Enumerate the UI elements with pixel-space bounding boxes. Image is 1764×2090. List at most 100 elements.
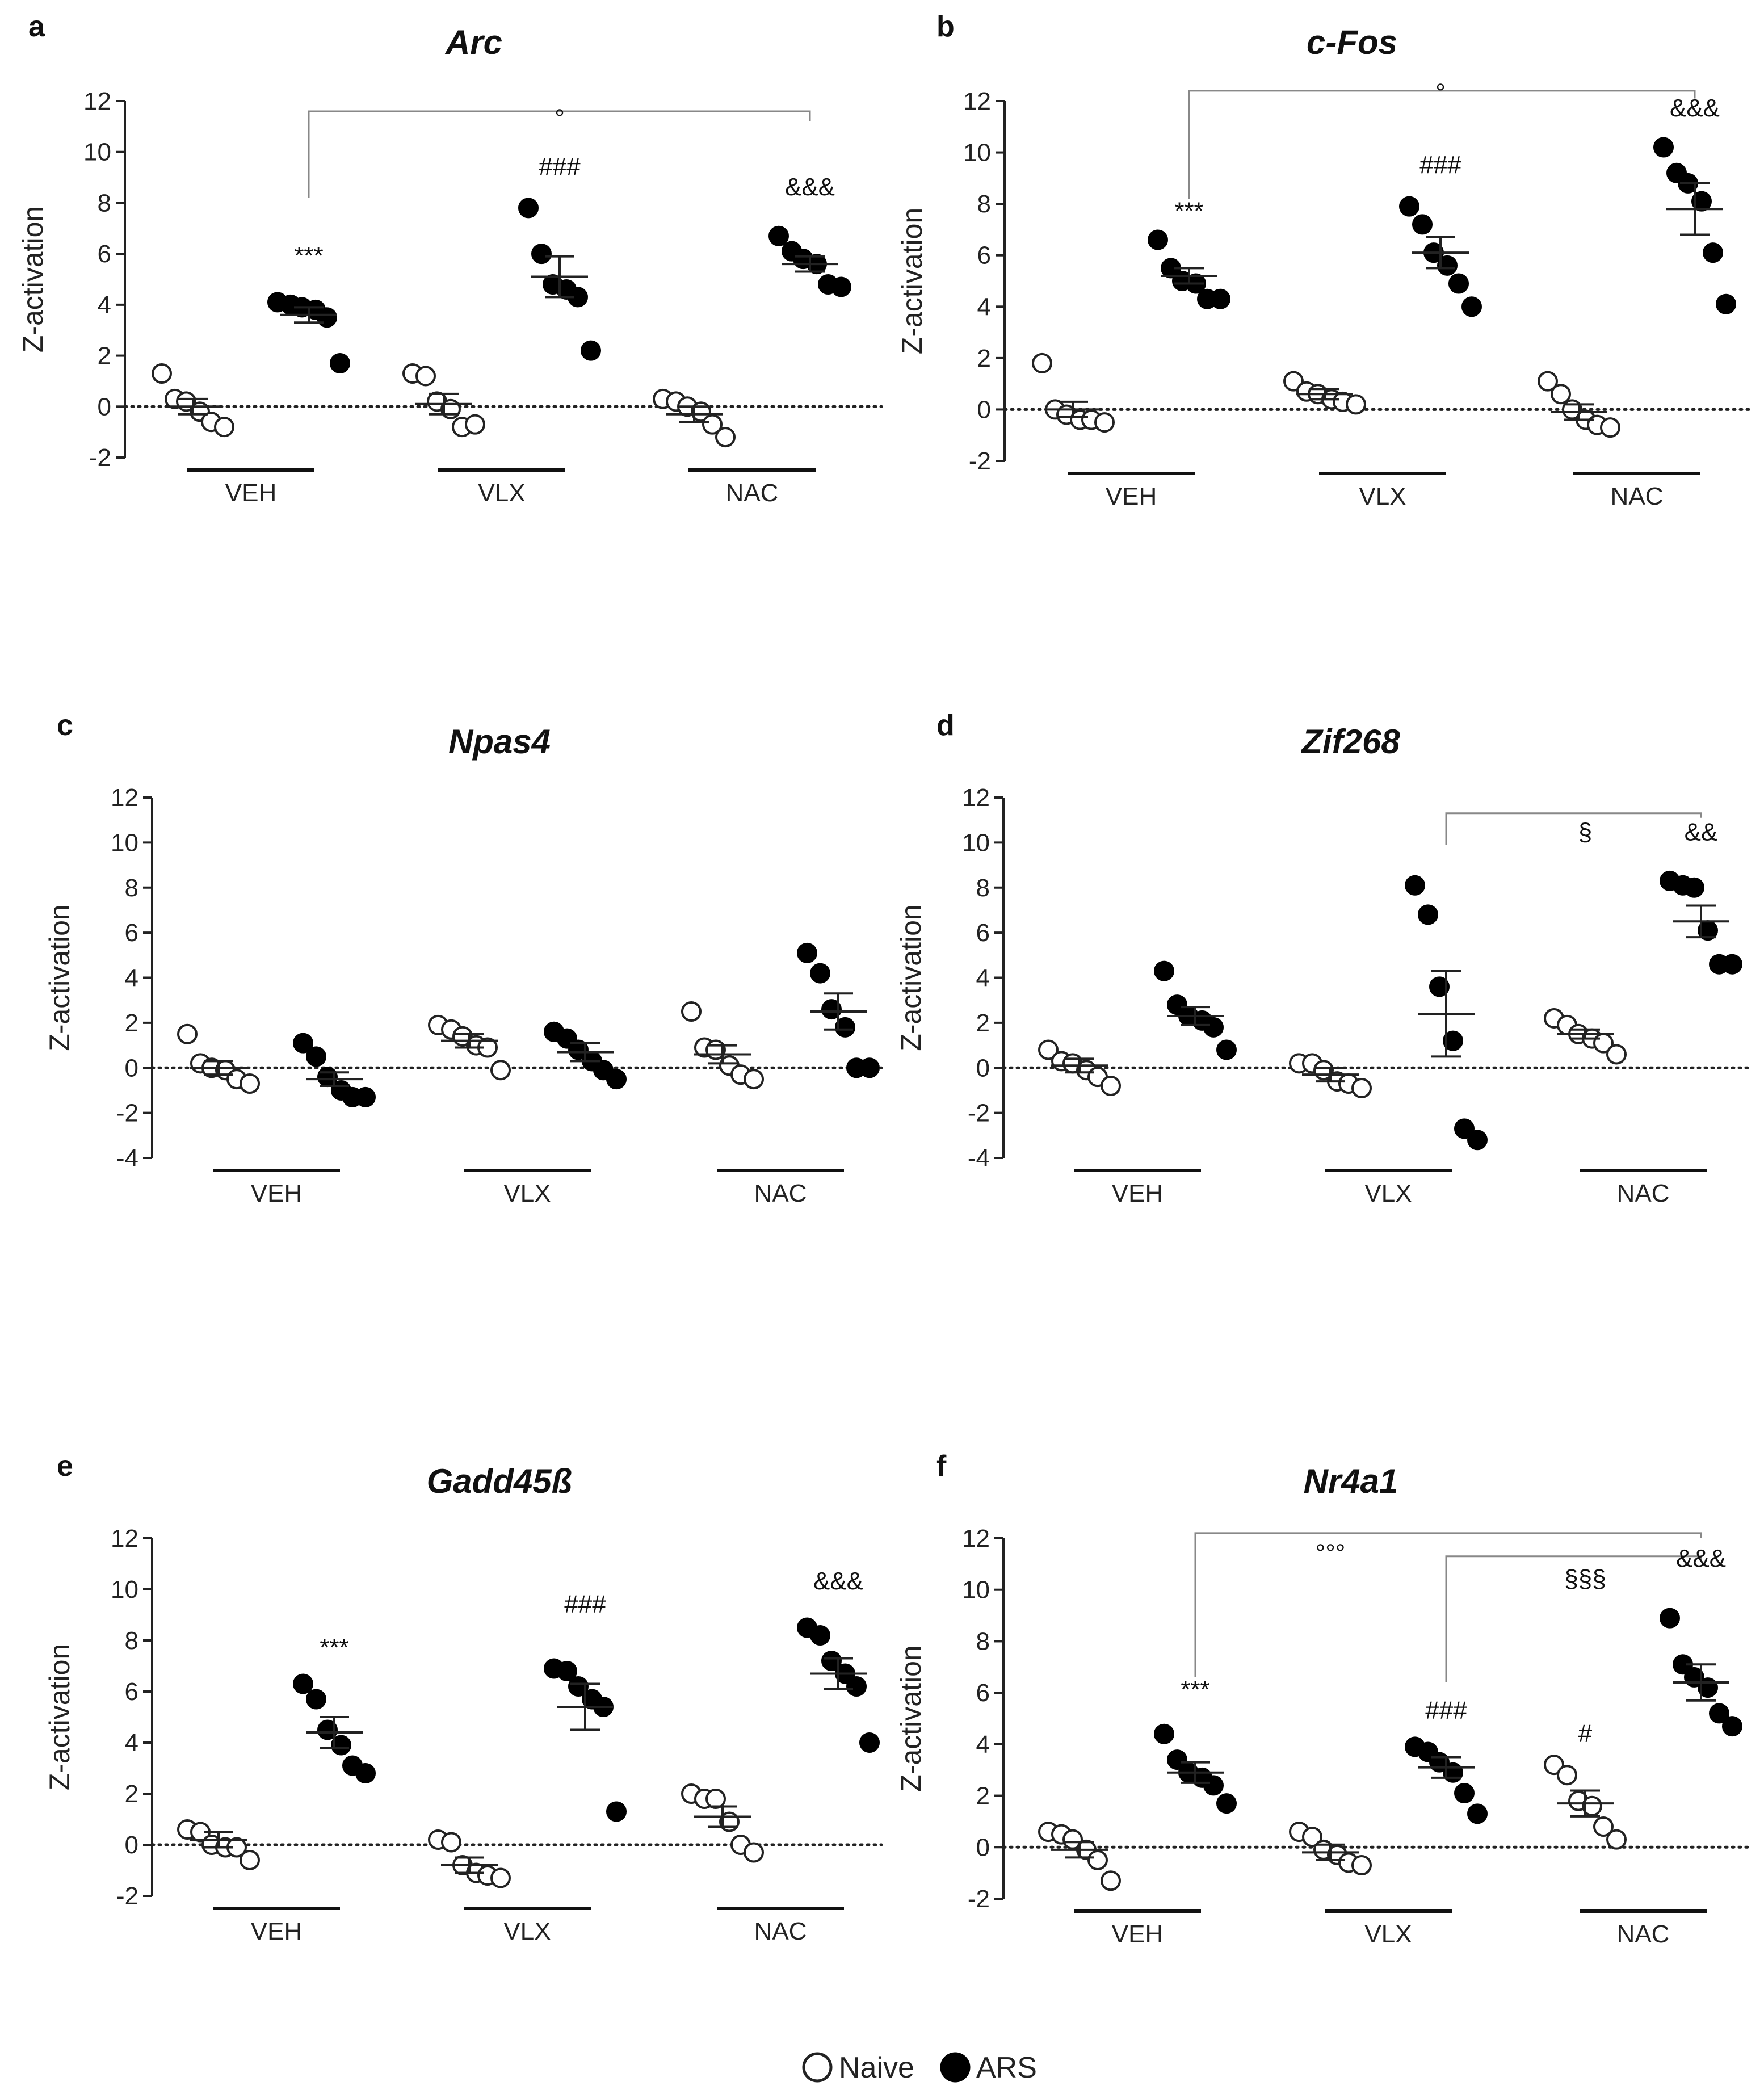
y-axis-label: Z-activation: [44, 904, 75, 1051]
group-label: VEH: [1112, 1920, 1163, 1948]
naive-data-point: [240, 1073, 260, 1094]
chart-title: Nr4a1: [1304, 1462, 1398, 1500]
y-axis-label: Z-activation: [44, 1644, 75, 1790]
ars-data-point: [846, 1676, 867, 1697]
panel-a: a Arc Z-activation -2 0 2 4 6 8 10 12 VEH VLX NAC *** #…: [17, 10, 883, 507]
significance-annotation: &&&: [1670, 94, 1720, 122]
ars-data-point: [1203, 1017, 1224, 1038]
ars-data-point: [768, 225, 789, 246]
y-tick-label: 8: [125, 1627, 138, 1655]
ars-data-point: [1148, 229, 1168, 250]
y-tick-label: 0: [125, 1831, 138, 1859]
chart-title: Npas4: [448, 723, 551, 761]
ars-data-point: [1154, 960, 1174, 981]
naive-data-point: [1087, 1849, 1108, 1870]
y-tick-label: 6: [125, 1678, 138, 1706]
ars-data-point: [293, 1033, 313, 1054]
ars-data-point: [1203, 1775, 1224, 1796]
group-label: NAC: [1617, 1180, 1670, 1207]
ars-data-point: [1216, 1039, 1237, 1060]
group-label: NAC: [1611, 482, 1664, 510]
significance-annotation: &&&: [813, 1567, 863, 1595]
ars-data-point: [1167, 1749, 1187, 1770]
naive-data-point: [1551, 384, 1571, 405]
y-tick-label: 0: [98, 393, 111, 421]
y-tick-label: 0: [977, 396, 991, 423]
legend-ars-marker: [940, 2052, 971, 2083]
significance-annotation: ***: [320, 1634, 348, 1661]
ars-data-point: [1454, 1783, 1475, 1804]
panel-letter: f: [936, 1450, 947, 1483]
comparison-bracket: [1445, 1555, 1702, 1682]
group-label: VEH: [1106, 482, 1157, 510]
significance-annotation: §: [1578, 818, 1592, 846]
naive-data-point: [152, 363, 172, 384]
ars-data-point: [1653, 137, 1674, 158]
y-tick-label: 12: [111, 1525, 138, 1552]
y-tick-label: 8: [977, 190, 991, 218]
y-axis-label: Z-activation: [896, 208, 928, 354]
y-tick-label: 8: [98, 189, 111, 217]
ars-data-point: [831, 276, 851, 297]
y-tick-label: 10: [962, 1576, 990, 1604]
naive-data-point: [177, 1023, 198, 1044]
y-tick-label: 6: [98, 240, 111, 268]
ars-data-point: [1716, 293, 1736, 314]
chart-title: c-Fos: [1307, 23, 1397, 61]
group-label: VLX: [1364, 1180, 1412, 1207]
naive-data-point: [744, 1842, 764, 1863]
ars-data-point: [531, 244, 552, 265]
ars-data-point: [1405, 875, 1425, 896]
panel-e: e Gadd45ß Z-activation -2 0 2 4 6 8 10 12 VEH VLX NAC…: [44, 1450, 883, 1945]
ars-data-point: [1210, 288, 1230, 309]
naive-data-point: [1283, 371, 1304, 392]
naive-data-point: [490, 1867, 511, 1888]
y-tick-label: 10: [111, 829, 138, 857]
legend: Naive ARS: [802, 2051, 1037, 2084]
naive-data-point: [214, 417, 234, 438]
panel-letter: b: [936, 10, 955, 43]
y-tick-label: 2: [976, 1782, 990, 1810]
group-label: VLX: [1359, 482, 1406, 510]
comparison-bracket: [1445, 812, 1702, 845]
y-tick-label: 4: [98, 291, 111, 319]
ars-data-point: [568, 1676, 589, 1697]
panels: a Arc Z-activation -2 0 2 4 6 8 10 12 VEH VLX NAC *** #…: [17, 10, 1753, 1948]
ars-data-point: [317, 1719, 338, 1740]
naive-data-point: [1351, 1077, 1372, 1098]
ars-data-point: [1684, 877, 1704, 898]
comparison-bracket: [308, 110, 811, 198]
ars-data-point: [1443, 1030, 1463, 1051]
significance-annotation: ###: [1425, 1697, 1467, 1724]
ars-data-point: [355, 1763, 376, 1783]
ars-data-point: [330, 353, 350, 374]
ars-data-point: [835, 1017, 855, 1038]
ars-data-point: [606, 1801, 627, 1822]
naive-data-point: [441, 1832, 461, 1853]
ars-data-point: [306, 1689, 326, 1710]
ars-data-point: [859, 1732, 880, 1753]
group-label: VEH: [225, 479, 276, 507]
significance-annotation: §§§: [1564, 1565, 1606, 1593]
significance-annotation: °: [1435, 79, 1446, 107]
ars-data-point: [1154, 1723, 1174, 1744]
y-tick-label: 2: [125, 1780, 138, 1808]
ars-data-point: [557, 1661, 577, 1681]
y-tick-label: 2: [977, 345, 991, 372]
naive-data-point: [705, 1789, 726, 1809]
naive-data-point: [1606, 1829, 1627, 1850]
ars-data-point: [1412, 214, 1433, 235]
naive-data-point: [1593, 1816, 1614, 1837]
ars-data-point: [1399, 196, 1419, 217]
y-tick-label: 12: [962, 1525, 990, 1552]
ars-data-point: [1437, 255, 1458, 276]
ars-data-point: [1709, 1703, 1729, 1724]
naive-data-point: [744, 1069, 764, 1090]
y-tick-label: 10: [83, 139, 111, 166]
naive-data-point: [1606, 1044, 1627, 1065]
naive-data-point: [1557, 1765, 1577, 1786]
naive-data-point: [1302, 1827, 1322, 1848]
ars-data-point: [1467, 1130, 1488, 1151]
significance-annotation: °°°: [1316, 1539, 1346, 1567]
